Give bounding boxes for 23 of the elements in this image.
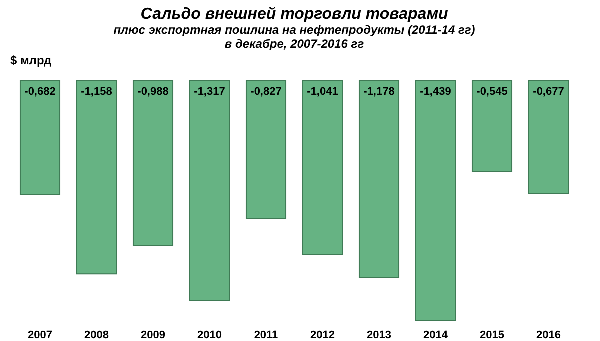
data-label: -1,439	[420, 86, 452, 98]
x-tick-label: 2012	[310, 330, 335, 341]
x-tick-label: 2013	[367, 330, 392, 341]
data-label: -1,317	[194, 86, 226, 98]
x-tick-label: 2010	[198, 330, 222, 341]
data-label: -0,545	[476, 86, 508, 98]
x-tick-label: 2007	[28, 330, 52, 341]
data-label: -0,677	[533, 86, 564, 98]
data-label: -1,178	[364, 86, 395, 98]
y-axis-title: $ млрд	[10, 54, 52, 68]
chart-title: Сальдо внешней торговли товарами	[140, 6, 449, 23]
chart-subtitle: плюс экспортная пошлина на нефтепродукты (2011-14 гг) в декабре, 2007-2016 гг	[114, 23, 476, 51]
data-label: -0,682	[24, 86, 56, 98]
data-label: -1,041	[307, 86, 338, 98]
data-label: -1,158	[81, 86, 112, 98]
x-tick-label: 2011	[254, 330, 278, 341]
x-tick-label: 2016	[536, 330, 561, 341]
data-label: -0,988	[138, 86, 169, 98]
x-tick-label: 2009	[141, 330, 166, 341]
data-label: -0,827	[250, 86, 282, 98]
x-tick-label: 2008	[84, 330, 109, 341]
x-tick-label: 2015	[480, 330, 504, 341]
x-tick-label: 2014	[424, 330, 449, 341]
